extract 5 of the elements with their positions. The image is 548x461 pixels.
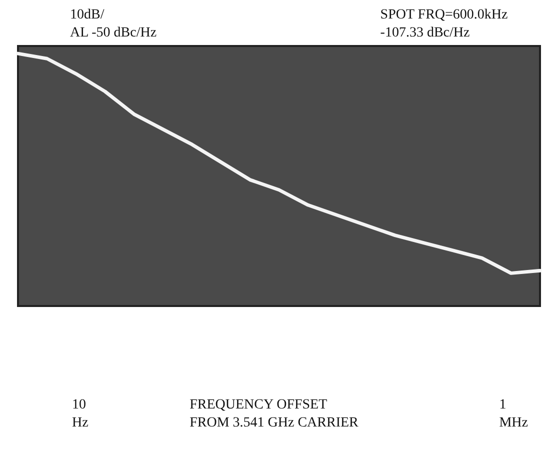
text: SPOT FRQ=600.0kHz -107.33 dBc/Hz xyxy=(380,8,508,40)
text: 1 MHz xyxy=(499,398,528,430)
text: 10dB/ AL -50 dBc/Hz xyxy=(70,8,157,40)
text: 10 Hz xyxy=(72,398,88,430)
text: FREQUENCY OFFSET FROM 3.541 GHz CARRIER xyxy=(190,398,360,430)
